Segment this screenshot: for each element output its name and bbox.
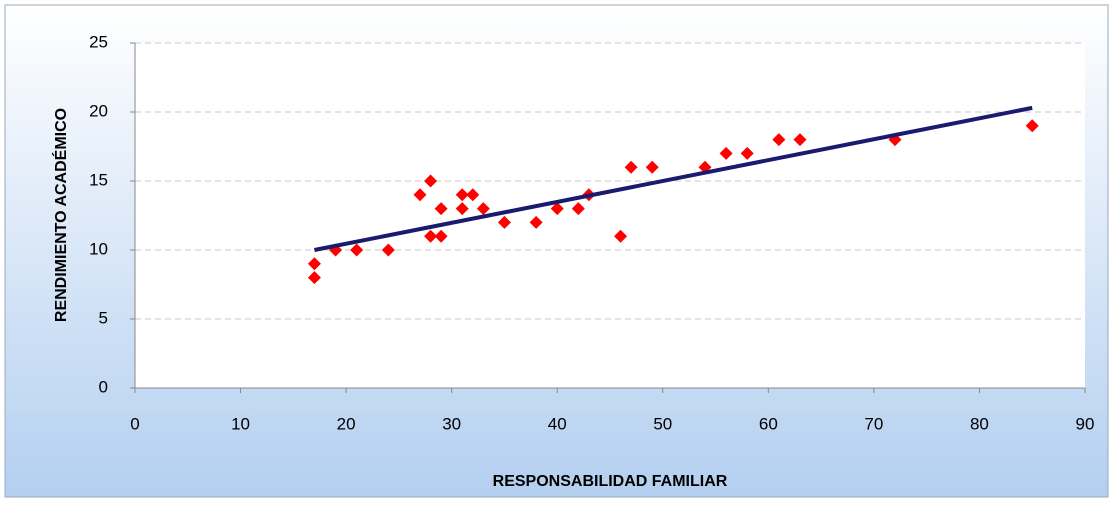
trendline xyxy=(314,105,1033,252)
y-axis-title: RENDIMIENTO ACADÉMICO xyxy=(51,108,70,322)
x-tick-label: 50 xyxy=(653,414,672,433)
data-point xyxy=(381,243,395,257)
data-point xyxy=(476,202,490,216)
plot-area xyxy=(135,43,1085,388)
data-point xyxy=(793,133,807,147)
data-point xyxy=(455,188,469,202)
data-point xyxy=(466,188,480,202)
data-point xyxy=(434,229,448,243)
data-point xyxy=(307,271,321,285)
data-point xyxy=(424,174,438,188)
x-tick-label: 70 xyxy=(864,414,883,433)
data-point xyxy=(350,243,364,257)
data-point xyxy=(307,257,321,271)
x-tick-label: 80 xyxy=(970,414,989,433)
data-point xyxy=(772,133,786,147)
data-point xyxy=(645,160,659,174)
x-tick-label: 20 xyxy=(337,414,356,433)
data-point xyxy=(1025,119,1039,133)
x-tick-label: 60 xyxy=(759,414,778,433)
x-tick-label: 90 xyxy=(1076,414,1095,433)
data-point xyxy=(497,215,511,229)
data-point xyxy=(624,160,638,174)
x-tick-label: 30 xyxy=(442,414,461,433)
y-tick-label: 5 xyxy=(99,308,108,327)
y-tick-label: 15 xyxy=(89,170,108,189)
data-point xyxy=(413,188,427,202)
data-point xyxy=(529,215,543,229)
data-point xyxy=(614,229,628,243)
data-point xyxy=(740,146,754,160)
y-tick-label: 25 xyxy=(89,32,108,51)
data-point xyxy=(550,202,564,216)
data-point xyxy=(434,202,448,216)
x-tick-label: 10 xyxy=(231,414,250,433)
data-point xyxy=(571,202,585,216)
y-tick-label: 20 xyxy=(89,101,108,120)
x-tick-label: 0 xyxy=(130,414,139,433)
data-point xyxy=(455,202,469,216)
data-point xyxy=(719,146,733,160)
x-tick-label: 40 xyxy=(548,414,567,433)
y-tick-label: 10 xyxy=(89,239,108,258)
y-tick-label: 0 xyxy=(99,377,108,396)
x-axis-title: RESPONSABILIDAD FAMILIAR xyxy=(493,473,728,490)
data-point xyxy=(424,229,438,243)
